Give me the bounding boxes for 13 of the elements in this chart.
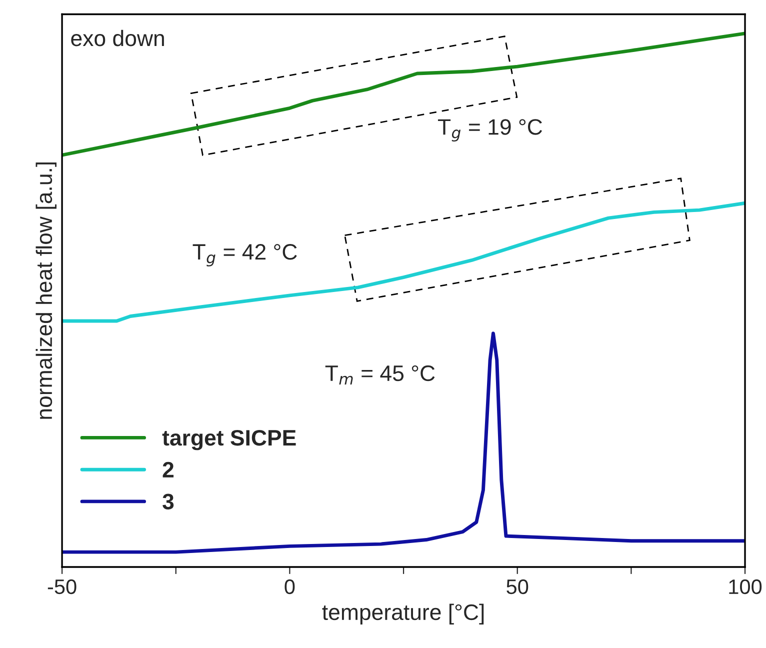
annotation: T$_{g}$ = 42 °C [192, 244, 297, 266]
y-axis-title: normalized heat flow [a.u.] [36, 162, 56, 419]
x-tick-label: -50 [48, 579, 76, 594]
legend-label: 3 [162, 494, 174, 510]
legend-label: 2 [162, 462, 174, 478]
annotation: T$_{g}$ = 19 °C [438, 119, 542, 142]
x-axis-title: temperature [°C] [322, 604, 484, 624]
annotation: exo down [71, 30, 164, 46]
legend-label: target SICPE [162, 430, 296, 450]
annotation: T$_{m}$ = 45 °C [325, 365, 435, 385]
x-tick-label: 0 [284, 579, 295, 594]
x-tick-label: 50 [506, 579, 528, 594]
x-tick-label: 100 [729, 579, 762, 594]
